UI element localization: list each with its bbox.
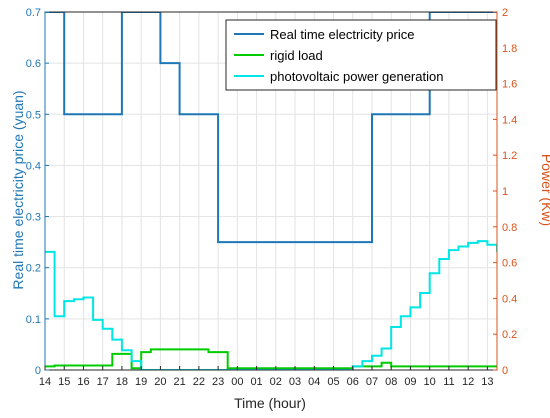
x-tick-label: 16 [77, 376, 89, 388]
x-tick-label: 12 [462, 376, 474, 388]
x-axis: 14 15 16 17 18 19 20 21 22 23 00 01 02 03 04 05 06 07 08 09… [39, 366, 494, 388]
x-tick-label: 08 [385, 376, 397, 388]
x-tick-label: 13 [481, 376, 493, 388]
legend-label-price: Real time electricity price [270, 27, 415, 42]
left-tick-label: 0.2 [26, 263, 41, 275]
x-tick-label: 04 [308, 376, 320, 388]
left-tick-label: 0 [35, 365, 41, 377]
right-tick-label: 0.8 [502, 222, 517, 234]
right-tick-label: 1.6 [502, 79, 517, 91]
x-tick-label: 14 [39, 376, 51, 388]
right-tick-label: 1.8 [502, 43, 517, 55]
legend-label-rigid-load: rigid load [270, 48, 323, 63]
x-tick-label: 15 [58, 376, 70, 388]
x-tick-label: 03 [289, 376, 301, 388]
x-tick-label: 23 [212, 376, 224, 388]
left-tick-label: 0.4 [26, 160, 41, 172]
left-tick-label: 0.5 [26, 109, 41, 121]
x-tick-label: 09 [404, 376, 416, 388]
x-tick-label: 00 [231, 376, 243, 388]
series-pv-line [45, 240, 497, 370]
right-tick-label: 2 [502, 7, 508, 19]
left-axis: 0 0.1 0.2 0.3 0.4 0.5 0.6 0.7 [26, 7, 49, 377]
x-tick-label: 01 [250, 376, 262, 388]
left-tick-label: 0.6 [26, 58, 41, 70]
right-tick-label: 0 [502, 365, 508, 377]
right-tick-label: 0.2 [502, 329, 517, 341]
x-tick-label: 20 [154, 376, 166, 388]
legend-box [225, 19, 497, 91]
right-tick-label: 0.4 [502, 293, 517, 305]
x-tick-label: 06 [347, 376, 359, 388]
x-tick-label: 21 [174, 376, 186, 388]
x-tick-label: 22 [193, 376, 205, 388]
x-tick-label: 05 [327, 376, 339, 388]
right-tick-label: 1.2 [502, 150, 517, 162]
left-axis-title: Real time electricity price (yuan) [10, 90, 26, 289]
right-tick-label: 0.6 [502, 258, 517, 270]
x-tick-label: 18 [116, 376, 128, 388]
x-tick-label: 11 [443, 376, 454, 388]
legend: Real time electricity price rigid load p… [225, 19, 497, 91]
right-tick-label: 1.4 [502, 114, 517, 126]
right-axis: 0 0.2 0.4 0.6 0.8 1 1.2 1.4 1.6 1.8 2 [493, 7, 517, 377]
right-tick-label: 1 [502, 186, 508, 198]
x-tick-label: 07 [366, 376, 378, 388]
left-tick-label: 0.3 [26, 212, 41, 224]
left-tick-label: 0.1 [26, 314, 41, 326]
x-axis-title: Time (hour) [234, 395, 306, 411]
x-tick-label: 17 [97, 376, 109, 388]
right-axis-title: Power (Kw) [539, 154, 550, 226]
x-tick-label: 10 [424, 376, 436, 388]
left-tick-label: 0.7 [26, 7, 41, 19]
series-price-line [45, 12, 497, 244]
x-tick-label: 02 [270, 376, 282, 388]
legend-label-pv: photovoltaic power generation [270, 69, 443, 84]
x-tick-label: 19 [135, 376, 147, 388]
